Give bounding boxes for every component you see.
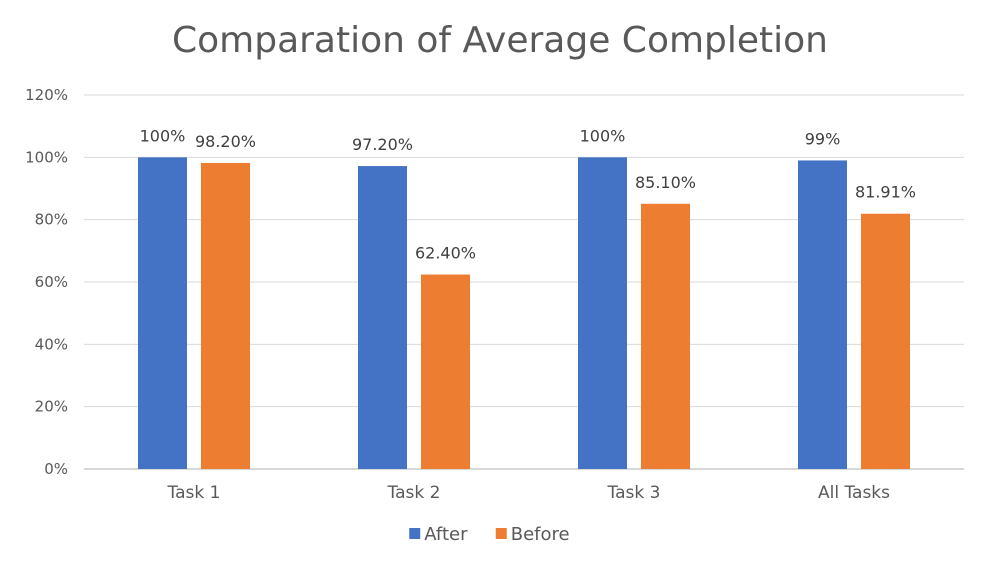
y-axis-ticks: 0% 20% 40% 60% 80% 100% 120%	[25, 86, 68, 478]
x-axis-categories: Task 1 Task 2 Task 3 All Tasks	[167, 483, 891, 503]
legend-swatch-before	[495, 528, 507, 539]
bar-after-task-1	[138, 157, 187, 470]
data-label: 99%	[805, 129, 841, 148]
data-label: 97.20%	[352, 135, 413, 154]
x-category-label: Task 2	[387, 483, 441, 503]
bar-after-all-tasks	[798, 160, 847, 469]
x-category-label: All Tasks	[818, 483, 890, 503]
data-label: 85.10%	[635, 173, 696, 192]
y-tick-label: 20%	[35, 398, 68, 416]
y-tick-label: 40%	[35, 335, 68, 353]
data-label: 100%	[580, 126, 626, 145]
x-category-label: Task 3	[607, 483, 661, 503]
y-tick-label: 60%	[35, 273, 68, 291]
legend-label-after: After	[424, 524, 468, 545]
legend: After Before	[409, 524, 570, 545]
bar-after-task-3	[578, 157, 627, 470]
y-tick-label: 0%	[44, 460, 68, 478]
chart-title: Comparation of Average Completion	[172, 20, 828, 61]
bar-before-all-tasks	[861, 213, 910, 469]
y-tick-label: 80%	[35, 211, 68, 229]
legend-label-before: Before	[511, 524, 570, 545]
data-label: 62.40%	[415, 244, 476, 263]
bar-after-task-2	[358, 166, 407, 469]
y-tick-label: 120%	[25, 86, 68, 104]
legend-swatch-after	[409, 528, 421, 539]
data-label: 98.20%	[195, 132, 256, 151]
x-category-label: Task 1	[167, 483, 221, 503]
bar-before-task-3	[641, 203, 690, 469]
data-labels: 100% 98.20% 97.20% 62.40% 100% 85.10% 99% 81.91…	[140, 126, 916, 262]
data-label: 100%	[140, 126, 186, 145]
bar-before-task-2	[421, 274, 470, 469]
bar-before-task-1	[201, 162, 250, 469]
bars	[138, 157, 910, 470]
data-label: 81.91%	[855, 183, 916, 202]
y-tick-label: 100%	[25, 148, 68, 166]
